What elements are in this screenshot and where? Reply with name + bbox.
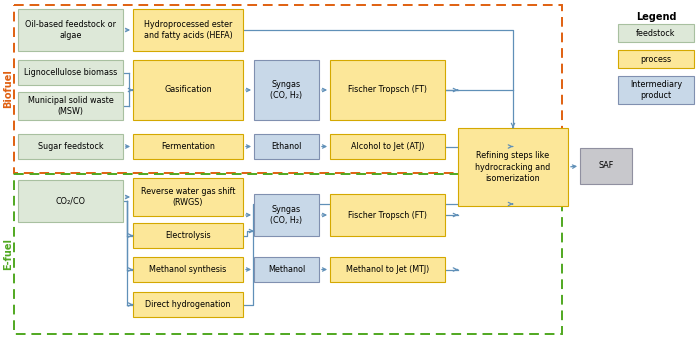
Text: Biofuel: Biofuel bbox=[3, 70, 13, 108]
Text: Methanol synthesis: Methanol synthesis bbox=[149, 265, 227, 274]
FancyBboxPatch shape bbox=[618, 76, 694, 104]
Text: Fischer Tropsch (FT): Fischer Tropsch (FT) bbox=[348, 210, 427, 220]
Text: CO₂/CO: CO₂/CO bbox=[55, 196, 85, 206]
FancyBboxPatch shape bbox=[330, 134, 445, 159]
FancyBboxPatch shape bbox=[254, 194, 319, 236]
Text: Direct hydrogenation: Direct hydrogenation bbox=[146, 300, 231, 309]
Text: Hydroprocessed ester
and fatty acids (HEFA): Hydroprocessed ester and fatty acids (HE… bbox=[144, 20, 232, 40]
Text: SAF: SAF bbox=[598, 162, 614, 170]
FancyBboxPatch shape bbox=[18, 180, 123, 222]
FancyBboxPatch shape bbox=[254, 257, 319, 282]
FancyBboxPatch shape bbox=[133, 60, 243, 120]
FancyBboxPatch shape bbox=[18, 60, 123, 85]
FancyBboxPatch shape bbox=[330, 257, 445, 282]
Text: Refining steps like
hydrocracking and
isomerization: Refining steps like hydrocracking and is… bbox=[475, 151, 551, 182]
FancyBboxPatch shape bbox=[254, 134, 319, 159]
FancyBboxPatch shape bbox=[18, 92, 123, 120]
FancyBboxPatch shape bbox=[133, 178, 243, 216]
FancyBboxPatch shape bbox=[330, 194, 445, 236]
Text: Reverse water gas shift
(RWGS): Reverse water gas shift (RWGS) bbox=[141, 187, 235, 207]
Text: Ethanol: Ethanol bbox=[272, 142, 302, 151]
Text: process: process bbox=[640, 55, 671, 63]
Text: Municipal solid waste
(MSW): Municipal solid waste (MSW) bbox=[27, 96, 113, 116]
FancyBboxPatch shape bbox=[618, 50, 694, 68]
FancyBboxPatch shape bbox=[458, 128, 568, 206]
FancyBboxPatch shape bbox=[133, 9, 243, 51]
FancyBboxPatch shape bbox=[618, 24, 694, 42]
Text: Methanol: Methanol bbox=[268, 265, 305, 274]
Text: Alcohol to Jet (ATJ): Alcohol to Jet (ATJ) bbox=[351, 142, 424, 151]
FancyBboxPatch shape bbox=[254, 60, 319, 120]
FancyBboxPatch shape bbox=[133, 257, 243, 282]
FancyBboxPatch shape bbox=[18, 9, 123, 51]
Text: Gasification: Gasification bbox=[164, 86, 212, 94]
Text: feedstock: feedstock bbox=[636, 29, 676, 38]
Text: Intermediary
product: Intermediary product bbox=[630, 80, 682, 100]
Text: Legend: Legend bbox=[636, 12, 676, 22]
Text: Methanol to Jet (MTJ): Methanol to Jet (MTJ) bbox=[346, 265, 429, 274]
Text: Electrolysis: Electrolysis bbox=[165, 231, 211, 240]
FancyBboxPatch shape bbox=[133, 134, 243, 159]
FancyBboxPatch shape bbox=[330, 60, 445, 120]
FancyBboxPatch shape bbox=[133, 292, 243, 317]
Text: Syngas
(CO, H₂): Syngas (CO, H₂) bbox=[270, 80, 302, 100]
FancyBboxPatch shape bbox=[133, 223, 243, 248]
Text: Syngas
(CO, H₂): Syngas (CO, H₂) bbox=[270, 205, 302, 225]
Text: Fermentation: Fermentation bbox=[161, 142, 215, 151]
Text: Oil-based feedstock or
algae: Oil-based feedstock or algae bbox=[25, 20, 116, 40]
FancyBboxPatch shape bbox=[580, 148, 632, 184]
Text: Lignocellulose biomass: Lignocellulose biomass bbox=[24, 68, 117, 77]
FancyBboxPatch shape bbox=[18, 134, 123, 159]
Text: Sugar feedstock: Sugar feedstock bbox=[38, 142, 104, 151]
Text: Fischer Tropsch (FT): Fischer Tropsch (FT) bbox=[348, 86, 427, 94]
Text: E-fuel: E-fuel bbox=[3, 238, 13, 270]
